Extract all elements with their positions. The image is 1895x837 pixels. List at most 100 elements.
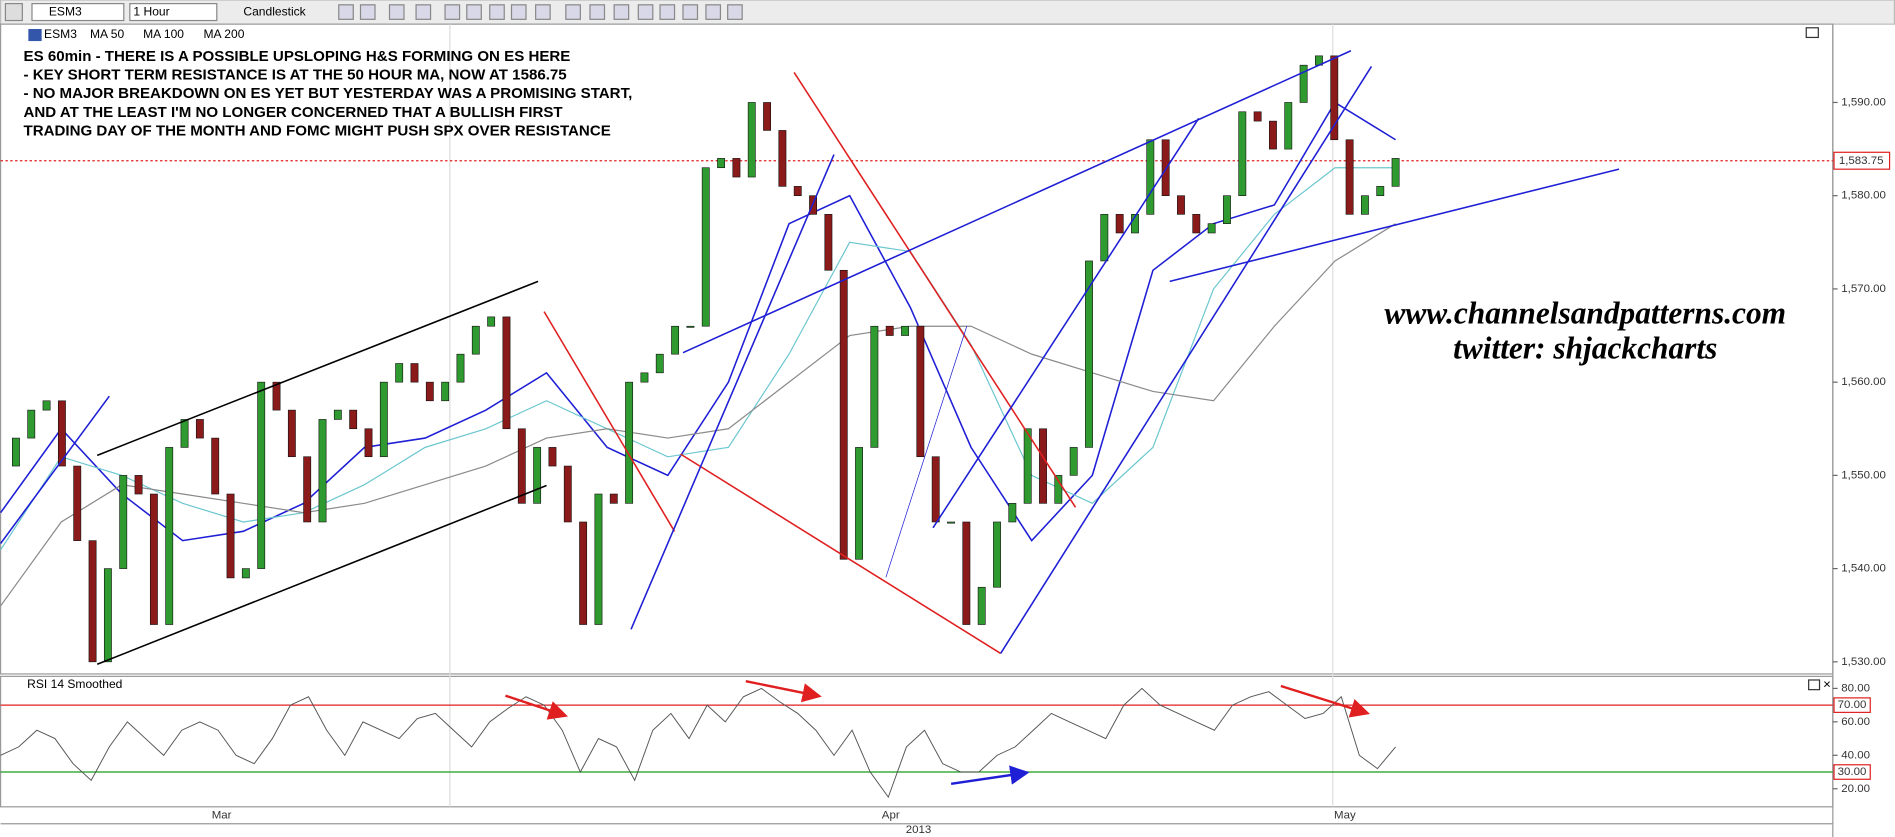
candle: [1054, 475, 1063, 504]
x-tick-label: May: [1334, 809, 1356, 821]
candle: [947, 521, 955, 524]
toolbar: [0, 0, 1895, 25]
candle: [747, 102, 756, 178]
last-price-box: [1833, 151, 1891, 170]
candle: [1207, 223, 1216, 234]
candle: [916, 325, 925, 458]
candle: [27, 409, 36, 439]
candle: [11, 437, 20, 467]
candle: [364, 428, 373, 458]
candle: [901, 325, 909, 336]
y-tick-label: 1,570.00: [1841, 283, 1886, 295]
candle: [1192, 214, 1201, 234]
trendlines: [0, 50, 1620, 666]
toolbar-icons[interactable]: [338, 4, 743, 20]
rsi-level-label: 70.00: [1838, 699, 1867, 711]
candle: [88, 540, 97, 663]
candle: [793, 186, 802, 196]
candle: [640, 372, 649, 383]
candle: [272, 381, 281, 411]
candle: [655, 353, 664, 374]
candle: [119, 475, 128, 569]
candle: [824, 214, 833, 271]
rsi-level-box: [1833, 697, 1871, 713]
candle: [594, 493, 603, 625]
candle: [931, 456, 940, 523]
candle: [318, 419, 327, 523]
candle: [349, 409, 358, 430]
rsi-title[interactable]: RSI 14 Smoothed: [27, 677, 122, 691]
candle: [977, 586, 986, 625]
candle: [1223, 195, 1231, 224]
candle: [1100, 214, 1109, 262]
candle: [671, 325, 680, 355]
candle: [1008, 503, 1017, 523]
candle: [870, 325, 879, 448]
symbol-box[interactable]: [31, 3, 125, 22]
legend-ma[interactable]: MA 200: [204, 27, 245, 41]
candle: [226, 493, 235, 579]
candle: [1238, 111, 1247, 196]
candle: [180, 419, 189, 448]
maximize-button[interactable]: [1805, 27, 1819, 39]
candle: [134, 475, 143, 495]
note-line: - NO MAJOR BREAKDOWN ON ES YET BUT YESTE…: [24, 85, 633, 102]
candle: [1361, 195, 1369, 215]
maximize-button[interactable]: [1808, 679, 1821, 691]
rsi-level-box: [1833, 764, 1871, 780]
candle: [410, 363, 419, 383]
candle: [471, 325, 480, 355]
candle: [1131, 214, 1139, 234]
candle: [701, 167, 710, 327]
candle: [241, 568, 250, 579]
candle: [517, 428, 526, 504]
y-tick-label: 1,530.00: [1841, 656, 1886, 668]
note-line: TRADING DAY OF THE MONTH AND FOMC MIGHT …: [24, 123, 611, 140]
interval-select[interactable]: 1 Hour: [133, 4, 169, 18]
candle: [1299, 64, 1308, 103]
candle: [487, 316, 496, 327]
candle: [1161, 139, 1170, 196]
toolbar-button[interactable]: [4, 3, 23, 22]
candle: [732, 158, 741, 178]
symbol-input[interactable]: ESM3: [49, 4, 82, 18]
candle: [885, 325, 894, 336]
candle: [1115, 214, 1124, 234]
candle: [609, 493, 618, 504]
candle: [257, 381, 266, 569]
candle: [548, 447, 557, 467]
candle: [1039, 428, 1047, 504]
candle: [103, 568, 112, 663]
candle: [763, 102, 771, 131]
close-button[interactable]: ×: [1823, 676, 1831, 691]
candle: [1177, 195, 1185, 215]
candle: [42, 400, 51, 411]
interval-box[interactable]: [129, 3, 218, 22]
y-tick-label: 1,560.00: [1841, 376, 1886, 388]
x-tick-label: Apr: [882, 809, 900, 821]
candle: [73, 465, 82, 541]
legend-ma[interactable]: MA 50: [90, 27, 124, 41]
rsi-arrows: [505, 680, 1371, 786]
last-price-label: 1,583.75: [1839, 155, 1884, 167]
y-tick-label: 80.00: [1841, 682, 1870, 694]
candle: [502, 316, 511, 430]
candle: [333, 409, 342, 420]
legend-symbol[interactable]: ESM3: [44, 27, 77, 41]
y-tick-label: 60.00: [1841, 716, 1870, 728]
candle: [1146, 139, 1155, 215]
legend-ma[interactable]: MA 100: [143, 27, 184, 41]
note-line: - KEY SHORT TERM RESISTANCE IS AT THE 50…: [24, 66, 567, 83]
candle: [533, 447, 542, 504]
candle: [1269, 120, 1277, 150]
y-tick-label: 1,590.00: [1841, 96, 1886, 108]
candle: [1085, 260, 1093, 448]
candle: [303, 456, 312, 523]
chart-type-select[interactable]: Candlestick: [243, 4, 306, 18]
candle: [1345, 139, 1354, 215]
candle: [1069, 447, 1078, 476]
note-line: ES 60min - THERE IS A POSSIBLE UPSLOPING…: [24, 48, 571, 65]
candle: [563, 465, 572, 523]
